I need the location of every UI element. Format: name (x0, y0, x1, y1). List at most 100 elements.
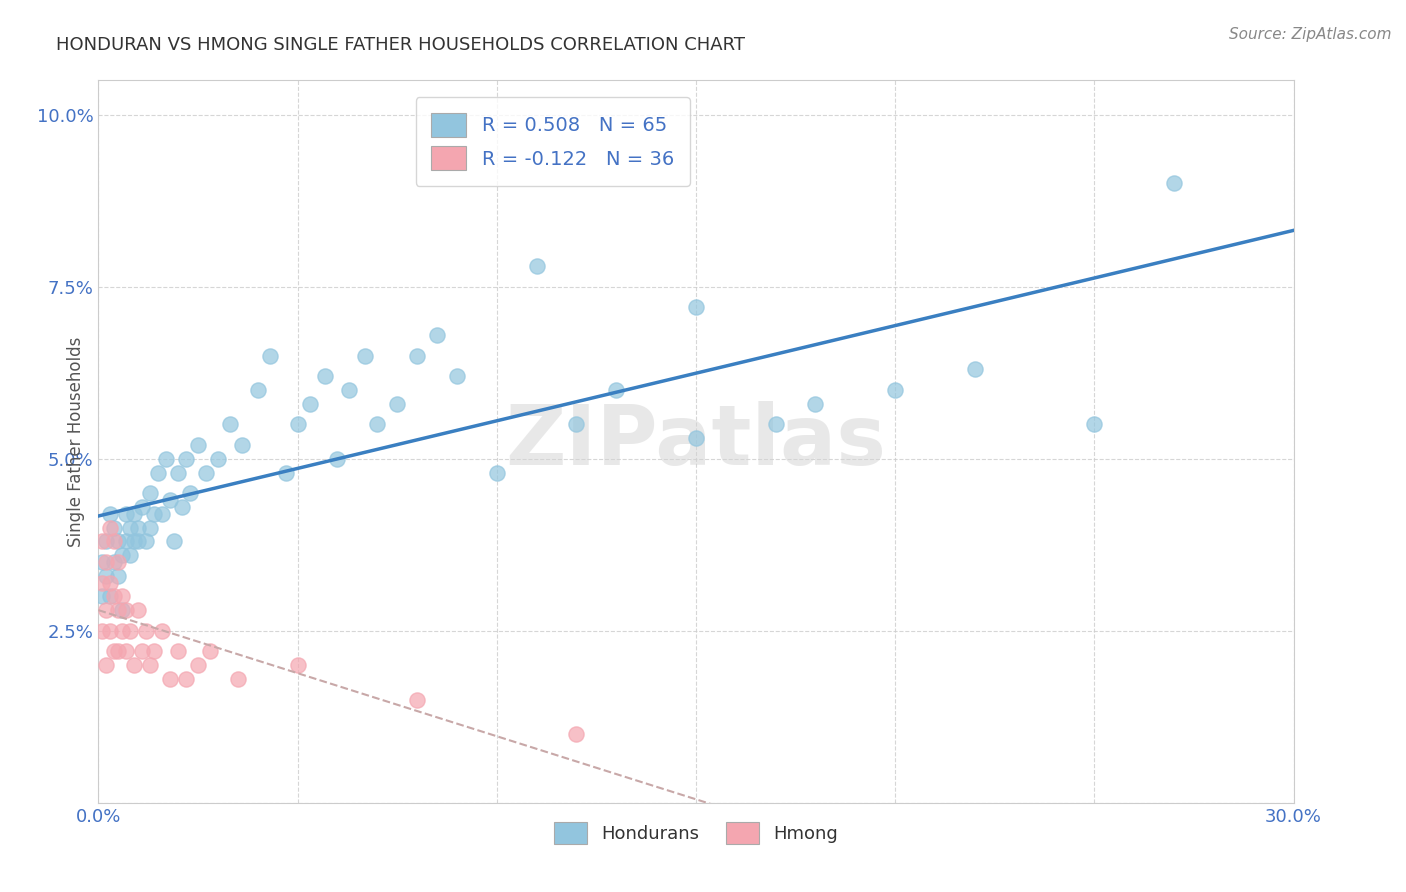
Point (366, 417, 388, 432)
Point (385, 397, 409, 411)
Point (287, 658, 309, 673)
Point (98, 624, 122, 638)
Point (274, 466, 297, 480)
Point (143, 644, 166, 658)
Point (107, 534, 129, 549)
Point (526, 259, 548, 273)
Point (124, 658, 146, 673)
Point (91, 624, 114, 638)
Point (111, 548, 134, 562)
Point (150, 624, 173, 638)
Point (91, 534, 114, 549)
Point (426, 327, 449, 342)
Y-axis label: Single Father Households: Single Father Households (66, 336, 84, 547)
Point (115, 644, 138, 658)
Point (135, 624, 157, 638)
Point (120, 520, 142, 534)
Point (107, 568, 129, 582)
Point (406, 349, 429, 363)
Point (103, 534, 125, 549)
Point (96, 534, 118, 549)
Point (259, 349, 281, 363)
Point (127, 603, 149, 617)
Point (804, 397, 827, 411)
Point (246, 383, 269, 397)
Point (231, 438, 253, 452)
Point (135, 534, 157, 549)
Point (406, 692, 429, 706)
Point (685, 301, 707, 315)
Point (315, 369, 337, 384)
Point (685, 431, 707, 445)
Point (143, 507, 166, 521)
Point (159, 493, 181, 508)
Point (605, 383, 627, 397)
Point (98, 575, 122, 590)
Point (219, 417, 242, 432)
Point (174, 672, 197, 686)
Point (326, 451, 349, 466)
Point (111, 603, 134, 617)
Point (195, 466, 218, 480)
Point (198, 644, 221, 658)
Point (124, 507, 146, 521)
Point (226, 672, 249, 686)
Point (131, 500, 153, 514)
Point (103, 520, 125, 534)
Point (107, 603, 129, 617)
Text: ZIPatlas: ZIPatlas (506, 401, 886, 482)
Point (96, 568, 118, 582)
Point (98, 520, 122, 534)
Point (103, 644, 125, 658)
Point (207, 451, 229, 466)
Point (565, 727, 588, 741)
Point (127, 534, 149, 549)
Point (163, 534, 186, 549)
Legend: Hondurans, Hmong: Hondurans, Hmong (547, 815, 845, 852)
Point (287, 417, 309, 432)
Point (139, 486, 162, 500)
Point (884, 383, 907, 397)
Point (91, 555, 114, 569)
Point (127, 520, 149, 534)
Point (187, 658, 209, 673)
Point (354, 349, 377, 363)
Point (179, 486, 201, 500)
Point (148, 466, 170, 480)
Point (155, 451, 177, 466)
Point (159, 672, 181, 686)
Point (172, 500, 194, 514)
Point (120, 548, 142, 562)
Point (167, 466, 190, 480)
Point (187, 438, 209, 452)
Point (91, 590, 114, 604)
Point (124, 534, 146, 549)
Point (111, 590, 134, 604)
Point (96, 555, 118, 569)
Text: HONDURAN VS HMONG SINGLE FATHER HOUSEHOLDS CORRELATION CHART: HONDURAN VS HMONG SINGLE FATHER HOUSEHOL… (56, 36, 745, 54)
Point (115, 603, 138, 617)
Point (98, 590, 122, 604)
Point (103, 590, 125, 604)
Point (446, 369, 468, 384)
Point (139, 520, 162, 534)
Point (98, 507, 122, 521)
Point (963, 362, 986, 376)
Point (167, 644, 190, 658)
Point (91, 575, 114, 590)
Point (1083, 417, 1105, 432)
Point (120, 624, 142, 638)
Point (115, 534, 138, 549)
Text: Source: ZipAtlas.com: Source: ZipAtlas.com (1229, 27, 1392, 42)
Point (298, 397, 321, 411)
Point (1163, 177, 1185, 191)
Point (485, 466, 508, 480)
Point (339, 383, 361, 397)
Point (150, 507, 173, 521)
Point (96, 658, 118, 673)
Point (96, 603, 118, 617)
Point (565, 417, 588, 432)
Point (765, 417, 787, 432)
Point (131, 644, 153, 658)
Point (107, 644, 129, 658)
